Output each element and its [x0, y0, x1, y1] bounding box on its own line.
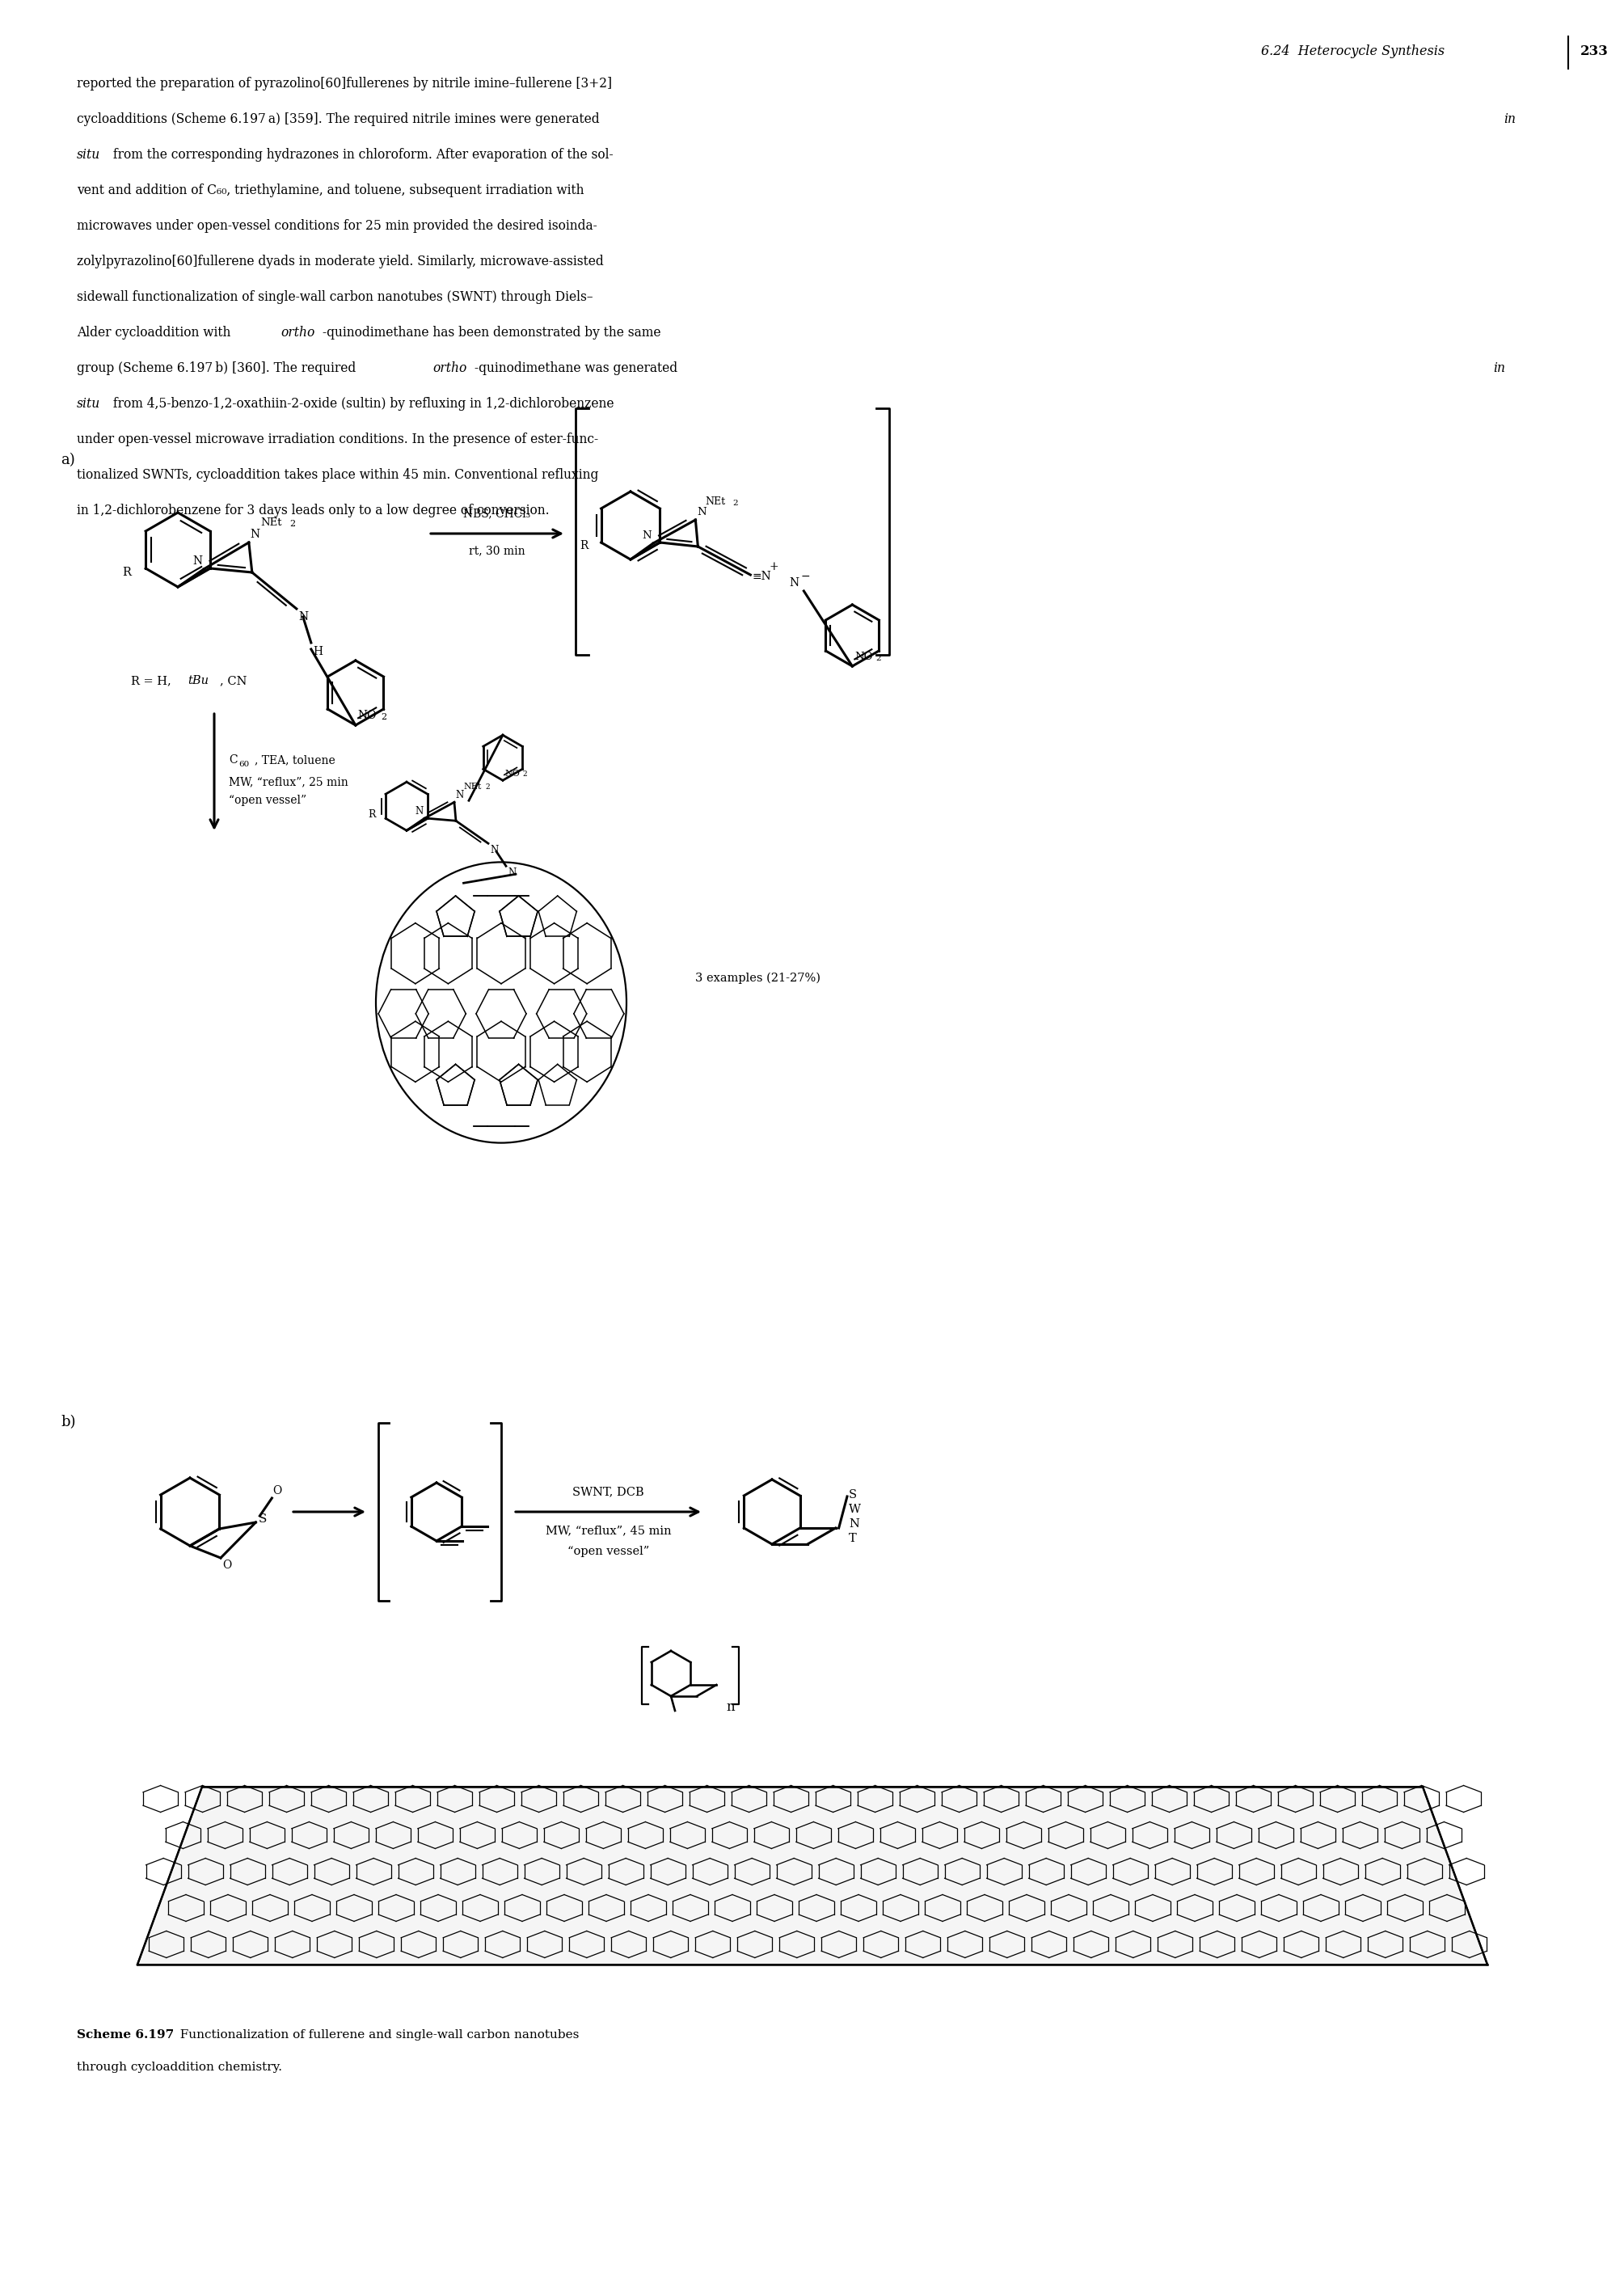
Text: sidewall functionalization of single-wall carbon nanotubes (SWNT) through Diels–: sidewall functionalization of single-wal… [76, 291, 593, 305]
Text: 2: 2 [875, 656, 882, 662]
Text: O: O [273, 1485, 283, 1497]
Text: H: H [313, 646, 323, 658]
Text: ortho: ortho [432, 362, 466, 376]
Text: n: n [726, 1701, 734, 1714]
Text: 3 examples (21-27%): 3 examples (21-27%) [695, 972, 820, 983]
Text: N: N [849, 1517, 859, 1529]
Text: NO: NO [505, 770, 520, 777]
Text: -quinodimethane has been demonstrated by the same: -quinodimethane has been demonstrated by… [323, 325, 661, 339]
Text: from 4,5-benzo-1,2-oxathiin-2-oxide (sultin) by refluxing in 1,2-dichlorobenzene: from 4,5-benzo-1,2-oxathiin-2-oxide (sul… [109, 397, 614, 410]
Text: 60: 60 [239, 761, 248, 768]
Text: S: S [258, 1513, 266, 1524]
Text: N: N [299, 612, 309, 623]
Text: R = H,: R = H, [132, 676, 175, 685]
Text: a): a) [60, 454, 75, 468]
Text: N: N [508, 869, 516, 878]
Text: MW, “reflux”, 25 min: MW, “reflux”, 25 min [229, 777, 348, 788]
Text: W: W [849, 1504, 861, 1515]
Text: R: R [580, 541, 588, 552]
Text: SWNT, DCB: SWNT, DCB [573, 1485, 645, 1497]
Text: through cycloaddition chemistry.: through cycloaddition chemistry. [76, 2061, 283, 2072]
Text: Scheme 6.197: Scheme 6.197 [76, 2028, 174, 2040]
Text: group (Scheme 6.197 b) [360]. The required: group (Scheme 6.197 b) [360]. The requir… [76, 362, 361, 376]
Text: zolylpyrazolino[60]fullerene dyads in moderate yield. Similarly, microwave-assis: zolylpyrazolino[60]fullerene dyads in mo… [76, 254, 604, 268]
Text: , TEA, toluene: , TEA, toluene [255, 754, 335, 766]
Text: 2: 2 [380, 713, 387, 722]
Text: ortho: ortho [281, 325, 315, 339]
Text: , CN: , CN [219, 676, 247, 685]
Text: S: S [849, 1490, 857, 1501]
Text: NO: NO [357, 711, 377, 722]
Text: C: C [229, 754, 237, 766]
Text: in: in [1504, 112, 1515, 126]
Text: N: N [789, 578, 799, 589]
Text: N: N [455, 791, 463, 800]
Text: NEt: NEt [260, 518, 281, 527]
Text: +: + [770, 562, 778, 573]
Text: Functionalization of fullerene and single-wall carbon nanotubes: Functionalization of fullerene and singl… [172, 2028, 580, 2040]
Text: 2: 2 [289, 520, 296, 527]
Text: “open vessel”: “open vessel” [229, 795, 307, 807]
Text: O: O [222, 1559, 231, 1570]
Text: situ: situ [76, 149, 101, 163]
Text: T: T [849, 1533, 857, 1545]
Text: “open vessel”: “open vessel” [567, 1545, 650, 1556]
Text: tionalized SWNTs, cycloaddition takes place within 45 min. Conventional refluxin: tionalized SWNTs, cycloaddition takes pl… [76, 468, 599, 481]
Text: R: R [369, 809, 375, 821]
Text: NBS, CHCl₃: NBS, CHCl₃ [463, 509, 531, 518]
Text: -quinodimethane was generated: -quinodimethane was generated [474, 362, 682, 376]
Text: 233: 233 [1580, 44, 1608, 57]
Text: NO: NO [854, 651, 874, 662]
Text: N: N [697, 507, 706, 518]
Text: situ: situ [76, 397, 101, 410]
Text: R: R [122, 566, 132, 578]
Text: 2: 2 [486, 784, 489, 791]
Text: rt, 30 min: rt, 30 min [469, 545, 525, 557]
Text: −: − [801, 571, 810, 582]
Text: tBu: tBu [187, 676, 208, 685]
Text: reported the preparation of pyrazolino[60]fullerenes by nitrile imine–fullerene : reported the preparation of pyrazolino[6… [76, 78, 612, 92]
Text: N: N [641, 529, 651, 541]
Text: N: N [416, 807, 424, 816]
Text: MW, “reflux”, 45 min: MW, “reflux”, 45 min [546, 1524, 671, 1536]
Text: vent and addition of C₆₀, triethylamine, and toluene, subsequent irradiation wit: vent and addition of C₆₀, triethylamine,… [76, 183, 585, 197]
Text: N: N [192, 555, 201, 566]
Text: Alder cycloaddition with: Alder cycloaddition with [76, 325, 234, 339]
Polygon shape [138, 1788, 1488, 1964]
Text: NEt: NEt [463, 784, 481, 791]
Text: in 1,2-dichlorobenzene for 3 days leads only to a low degree of conversion.: in 1,2-dichlorobenzene for 3 days leads … [76, 504, 549, 518]
Text: from the corresponding hydrazones in chloroform. After evaporation of the sol-: from the corresponding hydrazones in chl… [109, 149, 614, 163]
Text: cycloadditions (Scheme 6.197 a) [359]. The required nitrile imines were generate: cycloadditions (Scheme 6.197 a) [359]. T… [76, 112, 604, 126]
Text: NEt: NEt [705, 497, 726, 507]
Text: 6.24  Heterocycle Synthesis: 6.24 Heterocycle Synthesis [1262, 44, 1445, 57]
Text: under open-vessel microwave irradiation conditions. In the presence of ester-fun: under open-vessel microwave irradiation … [76, 433, 598, 447]
Text: N: N [250, 529, 260, 541]
Text: in: in [1492, 362, 1505, 376]
Text: 2: 2 [523, 770, 526, 777]
Text: b): b) [60, 1414, 76, 1430]
Text: N: N [490, 846, 499, 855]
Text: 2: 2 [732, 500, 737, 507]
Text: ≡N: ≡N [752, 571, 771, 582]
Text: microwaves under open-vessel conditions for 25 min provided the desired isoinda-: microwaves under open-vessel conditions … [76, 220, 598, 234]
